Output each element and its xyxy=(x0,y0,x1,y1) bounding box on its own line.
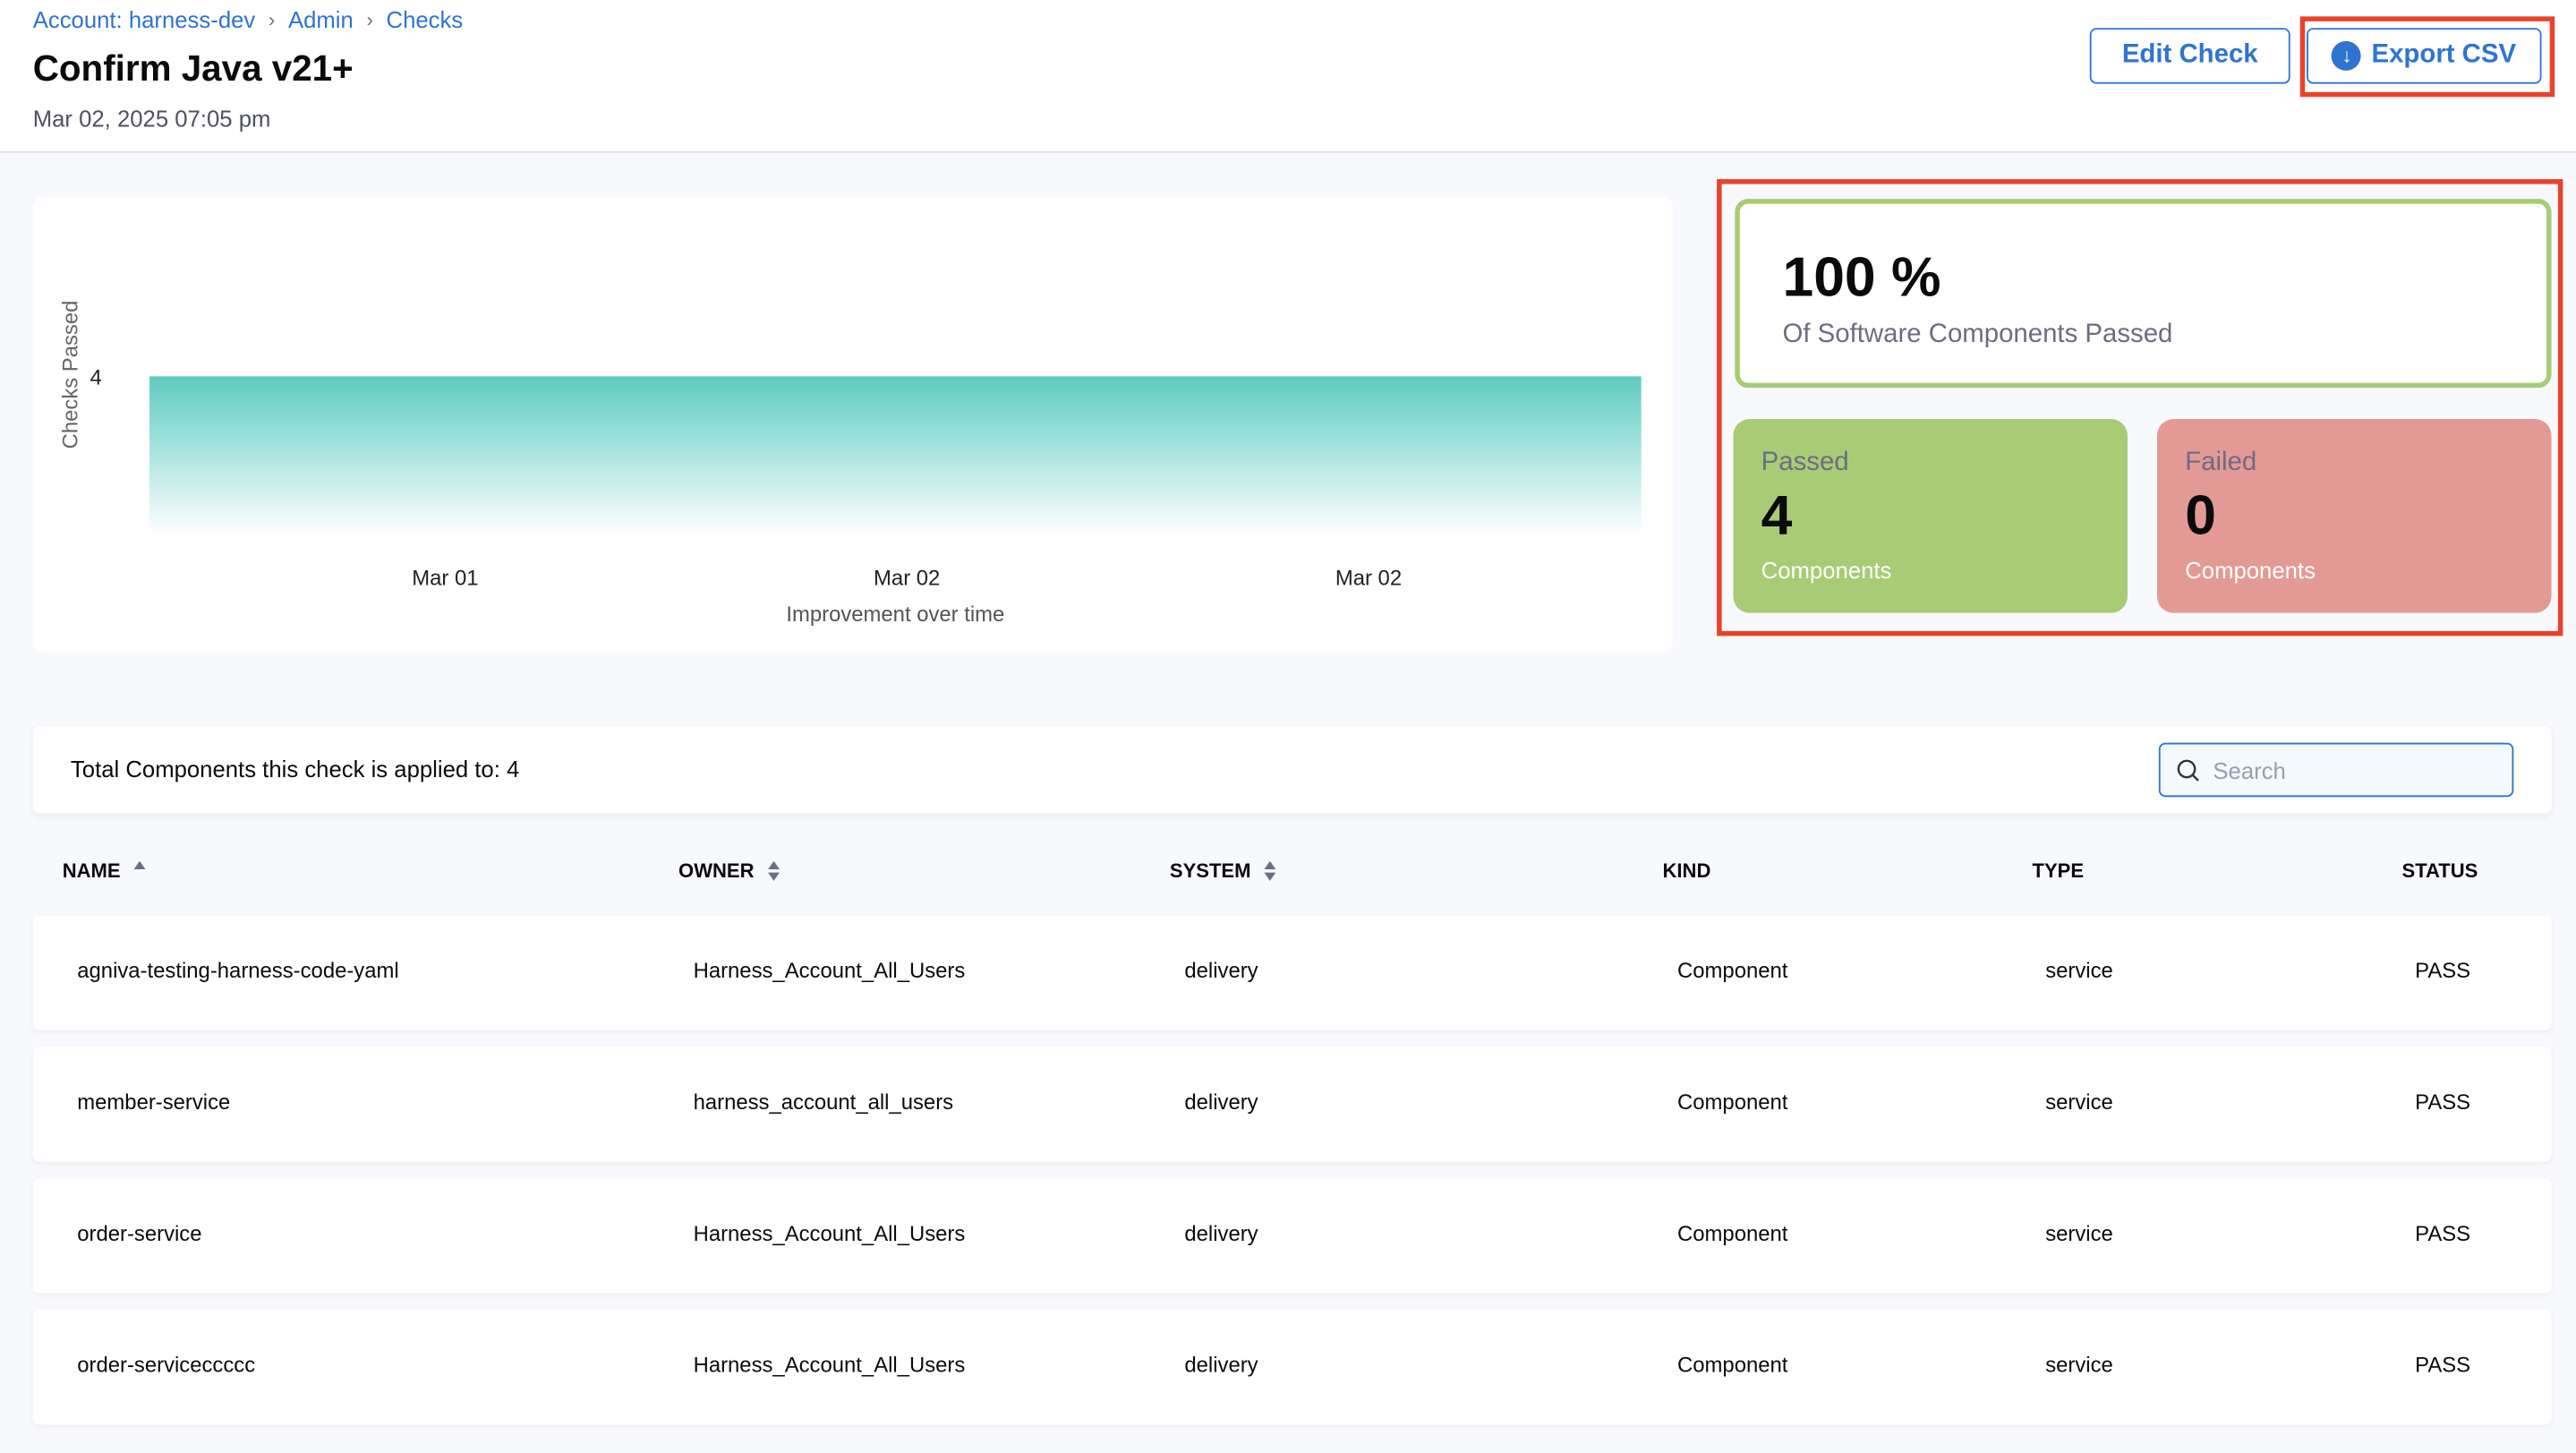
pass-rate-card: 100 % Of Software Components Passed xyxy=(1735,199,2552,389)
cell-status: PASS xyxy=(2415,1220,2471,1246)
highlight-box xyxy=(2299,16,2555,98)
cell-owner: Harness_Account_All_Users xyxy=(693,958,966,983)
cell-kind: Component xyxy=(1677,958,1788,983)
cell-type: service xyxy=(2045,1089,2113,1115)
failed-unit: Components xyxy=(2185,557,2316,584)
table-row[interactable]: order-service Harness_Account_All_Users de… xyxy=(32,1178,2552,1294)
breadcrumb-checks[interactable]: Checks xyxy=(386,6,464,33)
cell-system: delivery xyxy=(1184,1089,1258,1115)
column-header-name[interactable]: NAME xyxy=(63,859,147,883)
table-toolbar: Total Components this check is applied t… xyxy=(32,726,2552,814)
failed-label: Failed xyxy=(2185,449,2257,477)
pass-rate-subtitle: Of Software Components Passed xyxy=(1782,320,2173,349)
export-csv-button[interactable]: ↓ Export CSV xyxy=(2307,28,2542,84)
cell-kind: Component xyxy=(1677,1352,1788,1378)
cell-kind: Component xyxy=(1677,1220,1788,1246)
breadcrumb: Account: harness-dev › Admin › Checks xyxy=(33,6,463,32)
column-label: OWNER xyxy=(678,859,755,883)
cell-name: order-serviceccccc xyxy=(77,1352,256,1378)
passed-count: 4 xyxy=(1761,484,1793,548)
column-header-owner[interactable]: OWNER xyxy=(678,859,780,883)
sort-asc-icon[interactable] xyxy=(133,859,147,883)
chart-card: Checks Passed 4 Mar 01 Mar 02 Mar 02 Impro… xyxy=(32,197,1673,653)
sort-icon[interactable] xyxy=(1264,859,1277,883)
cell-name: member-service xyxy=(77,1089,231,1115)
x-tick-label: Mar 02 xyxy=(874,566,940,590)
cell-system: delivery xyxy=(1184,1352,1258,1378)
page-title: Confirm Java v21+ xyxy=(32,47,354,90)
failed-card: Failed 0 Components xyxy=(2157,419,2552,613)
cell-name: order-service xyxy=(77,1220,202,1246)
cell-status: PASS xyxy=(2415,958,2471,983)
cell-type: service xyxy=(2045,1220,2113,1246)
chevron-right-icon: › xyxy=(366,8,373,31)
passed-unit: Components xyxy=(1761,557,1892,584)
page-header: Account: harness-dev › Admin › Checks Conf… xyxy=(0,0,2576,153)
column-label: TYPE xyxy=(2032,859,2085,883)
y-axis-label: Checks Passed xyxy=(58,301,82,449)
column-label: STATUS xyxy=(2401,859,2478,883)
cell-system: delivery xyxy=(1184,958,1258,983)
edit-check-button[interactable]: Edit Check xyxy=(2089,28,2290,84)
breadcrumb-admin[interactable]: Admin xyxy=(287,6,354,33)
total-components: Total Components this check is applied t… xyxy=(70,756,520,782)
cell-system: delivery xyxy=(1184,1220,1258,1246)
area-series xyxy=(149,376,1642,531)
cell-type: service xyxy=(2045,1352,2113,1378)
cell-status: PASS xyxy=(2415,1089,2471,1115)
column-header-type: TYPE xyxy=(2033,859,2085,883)
table-row[interactable]: order-serviceccccc Harness_Account_All_Us… xyxy=(32,1309,2552,1425)
breadcrumb-account[interactable]: Account: harness-dev xyxy=(32,6,256,33)
export-csv-label: Export CSV xyxy=(2371,40,2517,70)
cell-type: service xyxy=(2045,958,2113,983)
cell-owner: Harness_Account_All_Users xyxy=(693,1352,966,1378)
column-label: KIND xyxy=(1662,859,1711,883)
pass-percent: 100 % xyxy=(1782,246,1941,310)
highlight-box xyxy=(1717,179,2563,637)
x-tick-label: Mar 01 xyxy=(412,566,478,590)
passed-card: Passed 4 Components xyxy=(1733,419,2128,613)
column-label: NAME xyxy=(62,859,121,883)
y-tick-label: 4 xyxy=(90,366,102,390)
column-header-status: STATUS xyxy=(2402,859,2478,883)
chevron-right-icon: › xyxy=(268,8,276,31)
edit-check-label: Edit Check xyxy=(2121,40,2258,70)
check-date: Mar 02, 2025 07:05 pm xyxy=(32,105,271,132)
table-row[interactable]: agniva-testing-harness-code-yaml Harness_… xyxy=(32,915,2552,1030)
area-chart: Checks Passed 4 Mar 01 Mar 02 Mar 02 Impro… xyxy=(58,301,1642,627)
column-label: SYSTEM xyxy=(1169,859,1251,883)
cell-name: agniva-testing-harness-code-yaml xyxy=(77,958,399,983)
table-row[interactable]: member-service harness_account_all_users d… xyxy=(32,1047,2552,1162)
cell-kind: Component xyxy=(1677,1089,1788,1115)
passed-label: Passed xyxy=(1761,449,1849,477)
download-circle-icon: ↓ xyxy=(2332,40,2362,71)
cell-owner: harness_account_all_users xyxy=(693,1089,954,1115)
sort-icon[interactable] xyxy=(767,859,780,883)
x-tick-label: Mar 02 xyxy=(1335,566,1402,590)
search-field[interactable] xyxy=(2158,742,2514,798)
failed-count: 0 xyxy=(2185,484,2216,548)
search-icon xyxy=(2177,758,2199,781)
x-axis-label: Improvement over time xyxy=(786,603,1004,627)
column-header-kind: KIND xyxy=(1663,859,1711,883)
cell-status: PASS xyxy=(2415,1352,2471,1378)
column-header-system[interactable]: SYSTEM xyxy=(1170,859,1277,883)
cell-owner: Harness_Account_All_Users xyxy=(693,1220,966,1246)
search-input[interactable] xyxy=(2213,756,2477,783)
